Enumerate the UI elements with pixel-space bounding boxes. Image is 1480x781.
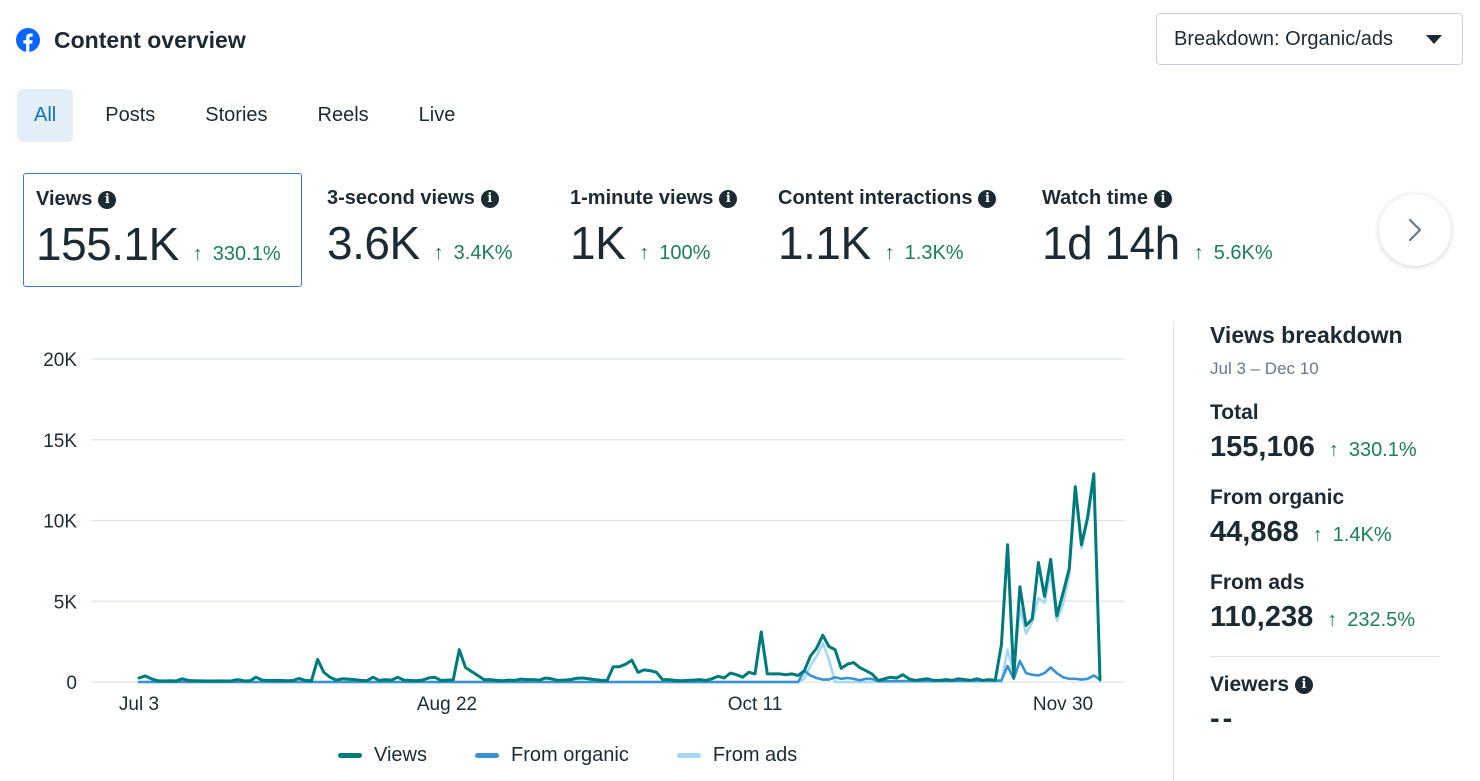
facebook-logo-icon xyxy=(16,28,40,52)
legend-swatch xyxy=(338,753,362,758)
breakdown-total: Total 155,106 ↑ 330.1% xyxy=(1210,401,1450,464)
x-tick-label: Nov 30 xyxy=(1033,694,1093,715)
breakdown-label: From organic xyxy=(1210,486,1345,509)
panel-divider xyxy=(1173,322,1174,781)
arrow-up-icon: ↑ xyxy=(1193,242,1204,264)
metric-value: 155.1K xyxy=(36,218,179,270)
caret-down-icon xyxy=(1426,35,1442,44)
breakdown-value: 110,238 xyxy=(1210,601,1314,633)
info-icon[interactable]: i xyxy=(1295,676,1314,694)
y-tick-label: 15K xyxy=(43,431,77,452)
tab-posts[interactable]: Posts xyxy=(87,89,173,142)
metric-card-3-second-views[interactable]: 3-second views i 3.6K ↑ 3.4K% xyxy=(315,173,545,287)
content-type-tabs: All Posts Stories Reels Live xyxy=(17,89,487,142)
breakdown-change: ↑ 232.5% xyxy=(1327,609,1416,631)
breakdown-ads: From ads 110,238 ↑ 232.5% xyxy=(1210,571,1450,634)
side-divider xyxy=(1210,656,1439,657)
metric-change: ↑ 1.3K% xyxy=(884,242,964,264)
chart-svg: 0 5K 10K 15K 20K Jul 3 Aug 22 Oct 11 Nov 30 xyxy=(43,350,1125,715)
arrow-up-icon: ↑ xyxy=(1328,439,1339,461)
tab-label: Posts xyxy=(105,104,156,126)
tab-stories[interactable]: Stories xyxy=(187,89,285,142)
info-icon[interactable]: i xyxy=(480,189,499,208)
breakdown-label: Total xyxy=(1210,401,1259,424)
metric-change: ↑ 5.6K% xyxy=(1193,242,1273,264)
tab-label: Stories xyxy=(205,104,268,126)
tab-label: Reels xyxy=(317,104,369,126)
breakdown-value: 44,868 xyxy=(1210,516,1299,548)
series-line-views xyxy=(137,472,1102,683)
metric-label: 1-minute views i xyxy=(570,187,742,210)
views-line-chart: 0 5K 10K 15K 20K Jul 3 Aug 22 Oct 11 Nov 30 xyxy=(0,320,1160,781)
metric-cards: Views i 155.1K ↑ 330.1% 3-second views i 3.… xyxy=(23,173,1383,287)
legend-swatch xyxy=(475,753,499,758)
viewers-value: -- xyxy=(1210,703,1236,735)
arrow-up-icon: ↑ xyxy=(433,242,444,264)
y-tick-label: 0 xyxy=(66,673,77,694)
metric-label: Views i xyxy=(36,188,289,211)
breakdown-title: Views breakdown xyxy=(1210,322,1403,348)
metric-value: 3.6K xyxy=(327,217,420,269)
info-icon[interactable]: i xyxy=(978,189,997,208)
chart-legend: Views From organic From ads xyxy=(338,744,845,767)
chevron-right-icon xyxy=(1408,218,1422,242)
legend-label: From ads xyxy=(712,744,798,766)
metric-label: Watch time i xyxy=(1042,187,1288,210)
breakdown-change: ↑ 330.1% xyxy=(1328,439,1417,461)
x-tick-label: Aug 22 xyxy=(417,694,477,715)
page-header: Content overview xyxy=(16,22,246,58)
metric-value: 1d 14h xyxy=(1042,217,1180,269)
breakdown-value: 155,106 xyxy=(1210,431,1315,463)
legend-label: From organic xyxy=(511,744,629,766)
breakdown-organic: From organic 44,868 ↑ 1.4K% xyxy=(1210,486,1450,549)
metric-card-content-interactions[interactable]: Content interactions i 1.1K ↑ 1.3K% xyxy=(766,173,1018,287)
metric-value: 1K xyxy=(570,217,626,269)
info-icon[interactable]: i xyxy=(98,190,117,209)
page-title: Content overview xyxy=(54,26,246,53)
series-line-organic xyxy=(137,659,1102,684)
metric-label: 3-second views i xyxy=(327,187,533,210)
info-icon[interactable]: i xyxy=(1153,189,1172,208)
metric-card-views[interactable]: Views i 155.1K ↑ 330.1% xyxy=(23,173,302,287)
date-range: Jul 3 – Dec 10 xyxy=(1210,359,1319,378)
arrow-up-icon: ↑ xyxy=(639,242,650,264)
breakdown-change: ↑ 1.4K% xyxy=(1312,524,1392,546)
breakdown-label: From ads xyxy=(1210,571,1305,594)
metric-value: 1.1K xyxy=(778,217,871,269)
viewers-label: Viewers i xyxy=(1210,673,1450,697)
next-metrics-button[interactable] xyxy=(1379,194,1451,266)
tab-label: Live xyxy=(418,104,456,126)
x-tick-label: Jul 3 xyxy=(119,694,159,715)
legend-item-organic[interactable]: From organic xyxy=(475,744,629,767)
metric-label: Content interactions i xyxy=(778,187,1006,210)
tab-live[interactable]: Live xyxy=(401,89,474,142)
legend-item-views[interactable]: Views xyxy=(338,744,427,767)
metric-change: ↑ 3.4K% xyxy=(433,242,513,264)
metric-change: ↑ 100% xyxy=(639,242,711,264)
tab-all[interactable]: All xyxy=(17,89,74,142)
metric-card-1-minute-views[interactable]: 1-minute views i 1K ↑ 100% xyxy=(558,173,754,287)
arrow-up-icon: ↑ xyxy=(1312,524,1323,546)
legend-label: Views xyxy=(374,744,427,766)
metric-change: ↑ 330.1% xyxy=(192,243,281,265)
metric-card-watch-time[interactable]: Watch time i 1d 14h ↑ 5.6K% xyxy=(1030,173,1300,287)
arrow-up-icon: ↑ xyxy=(1327,609,1338,631)
legend-swatch xyxy=(676,753,701,758)
arrow-up-icon: ↑ xyxy=(884,242,895,264)
views-breakdown-panel: Views breakdown Jul 3 – Dec 10 Total 155… xyxy=(1210,322,1450,736)
tab-label: All xyxy=(34,104,57,126)
legend-item-ads[interactable]: From ads xyxy=(676,744,798,767)
y-tick-label: 20K xyxy=(43,350,77,371)
x-tick-label: Oct 11 xyxy=(728,694,783,715)
breakdown-dropdown[interactable]: Breakdown: Organic/ads xyxy=(1156,13,1463,65)
arrow-up-icon: ↑ xyxy=(192,243,203,265)
y-tick-label: 10K xyxy=(43,512,77,533)
info-icon[interactable]: i xyxy=(719,189,738,208)
breakdown-label: Breakdown: Organic/ads xyxy=(1174,27,1394,50)
y-tick-label: 5K xyxy=(54,592,78,613)
series-line-ads xyxy=(137,477,1102,684)
tab-reels[interactable]: Reels xyxy=(300,89,387,142)
